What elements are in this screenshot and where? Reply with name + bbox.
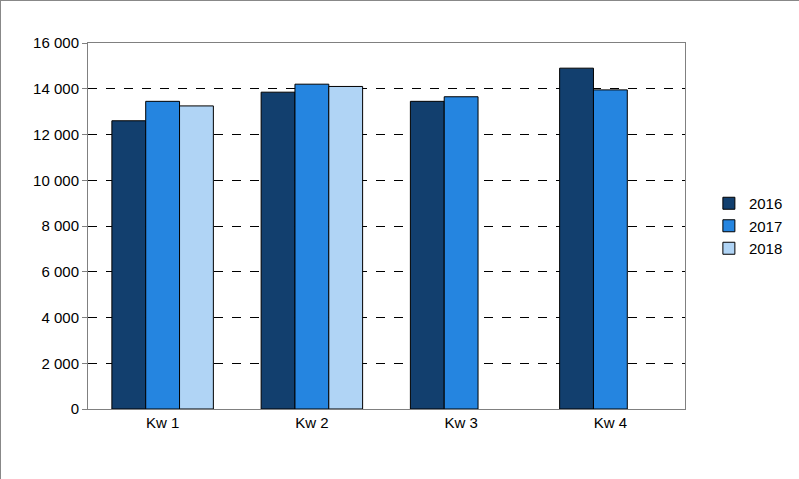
svg-text:Kw 2: Kw 2: [295, 414, 328, 431]
svg-text:12 000: 12 000: [33, 126, 79, 143]
svg-text:0: 0: [71, 400, 79, 417]
svg-text:16 000: 16 000: [33, 34, 79, 51]
svg-text:Kw 3: Kw 3: [444, 414, 477, 431]
svg-text:2016: 2016: [749, 195, 782, 212]
svg-text:2 000: 2 000: [41, 355, 79, 372]
svg-text:2018: 2018: [749, 240, 782, 257]
svg-text:Kw 4: Kw 4: [594, 414, 627, 431]
svg-text:10 000: 10 000: [33, 172, 79, 189]
svg-text:14 000: 14 000: [33, 80, 79, 97]
svg-text:6 000: 6 000: [41, 263, 79, 280]
svg-text:Kw 1: Kw 1: [146, 414, 179, 431]
svg-text:8 000: 8 000: [41, 217, 79, 234]
svg-text:4 000: 4 000: [41, 309, 79, 326]
svg-text:2017: 2017: [749, 218, 782, 235]
